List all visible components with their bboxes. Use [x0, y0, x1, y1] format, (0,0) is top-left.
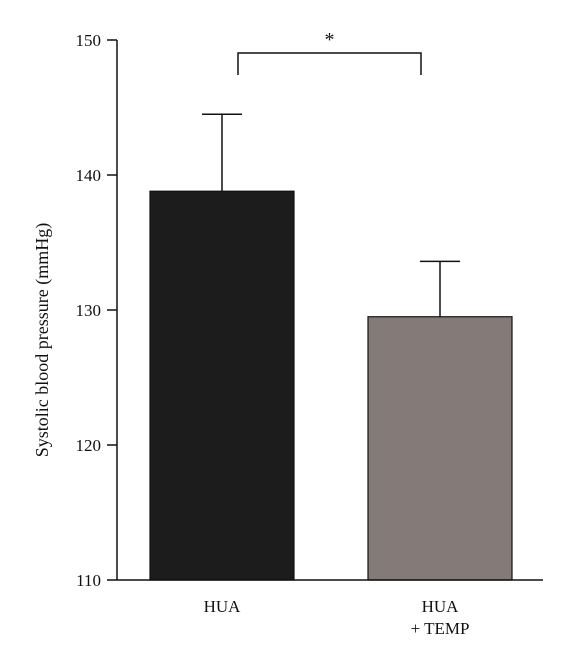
y-tick-label: 120 — [76, 436, 102, 455]
y-ticks-layer: 110 120 130 140 150 — [76, 31, 117, 590]
x-category-label: HUA — [422, 597, 460, 616]
y-tick-label: 130 — [76, 301, 102, 320]
y-tick-label: 150 — [76, 31, 102, 50]
bar-2 — [367, 316, 513, 581]
significance-bracket: * — [237, 29, 422, 75]
error-bars-layer — [202, 113, 460, 317]
x-category-label: HUA — [204, 597, 242, 616]
y-tick-label: 110 — [76, 571, 101, 590]
y-axis-title: Systolic blood pressure (mmHg) — [32, 223, 53, 457]
x-category-label: + TEMP — [411, 619, 470, 638]
significance-star: * — [325, 29, 335, 51]
bar-1 — [149, 190, 295, 581]
bars-layer — [149, 190, 513, 581]
x-labels-layer: HUA HUA + TEMP — [204, 597, 470, 638]
bracket-line — [237, 52, 422, 75]
y-tick-label: 140 — [76, 166, 102, 185]
